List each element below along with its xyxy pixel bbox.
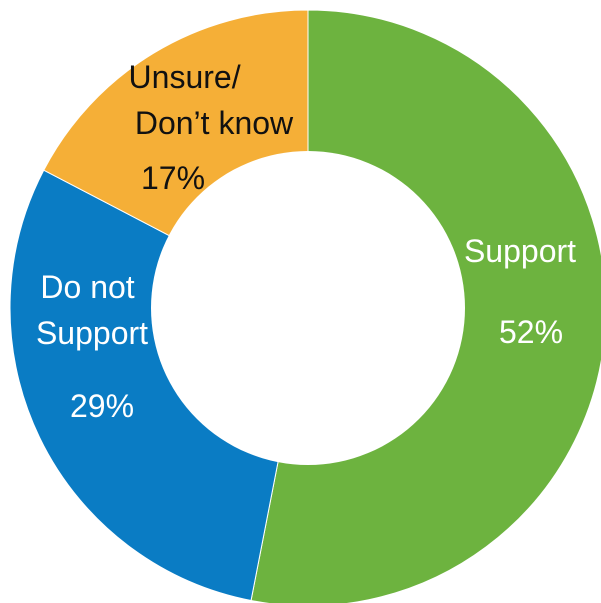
slice-label-unsure-line-1: Unsure/ — [129, 59, 241, 95]
slice-label-support-line-1: Support — [464, 233, 576, 269]
donut-hole — [151, 151, 465, 465]
slice-label-do-not-support-line-2: Support — [36, 315, 148, 351]
slice-label-do-not-support: Do not Support — [36, 269, 148, 351]
slice-label-support: Support — [464, 233, 576, 269]
slice-pct-support: 52% — [499, 314, 563, 350]
slice-pct-do-not-support: 29% — [70, 388, 134, 424]
slice-label-do-not-support-line-1: Do not — [40, 269, 134, 305]
slice-label-unsure-line-2: Don’t know — [135, 105, 294, 141]
slice-pct-unsure: 17% — [141, 160, 205, 196]
slice-label-unsure: Unsure/ Don’t know — [129, 59, 295, 141]
